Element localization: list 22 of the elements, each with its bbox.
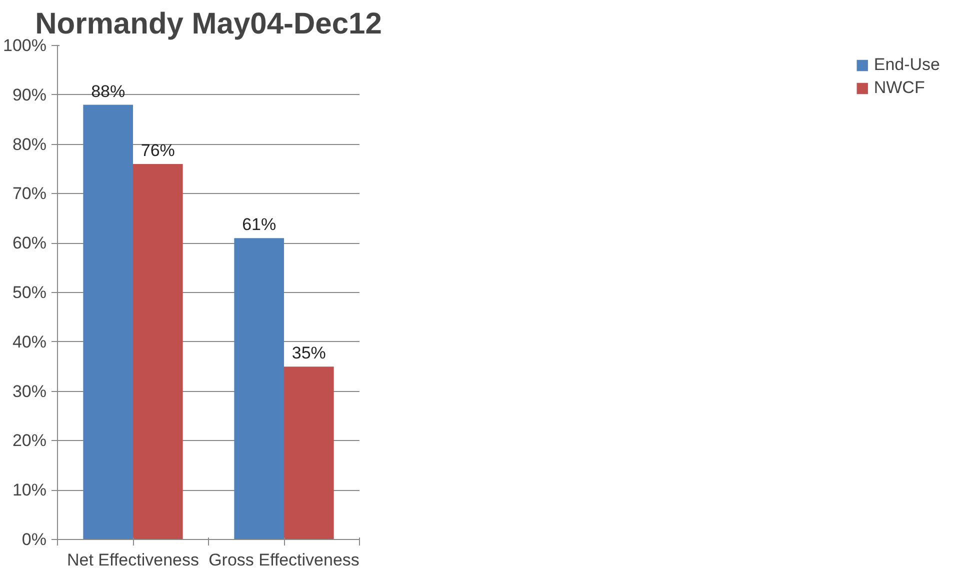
legend-label: NWCF — [874, 78, 925, 98]
y-tick-label: 90% — [12, 85, 47, 104]
data-label: 88% — [91, 82, 126, 101]
data-label: 35% — [292, 344, 326, 363]
y-tick-label: 0% — [22, 530, 47, 549]
y-tick-label: 40% — [12, 332, 47, 352]
legend-label: End-Use — [874, 55, 940, 75]
data-label: 76% — [140, 141, 175, 160]
y-tick-label: 70% — [12, 184, 47, 204]
y-tick-label: 30% — [12, 382, 47, 401]
bar — [234, 238, 284, 540]
bar — [284, 366, 334, 540]
y-tick-label: 80% — [12, 134, 47, 154]
x-tick-label: Net Effectiveness — [67, 550, 199, 570]
data-label: 61% — [242, 215, 276, 234]
x-tick-label: Gross Effectiveness — [208, 550, 360, 570]
y-tick-label: 20% — [12, 431, 47, 450]
bar — [133, 164, 183, 540]
y-tick-label: 50% — [12, 283, 47, 302]
y-tick-label: 60% — [12, 234, 47, 253]
y-tick-label: 10% — [12, 480, 47, 500]
bar — [83, 104, 133, 540]
